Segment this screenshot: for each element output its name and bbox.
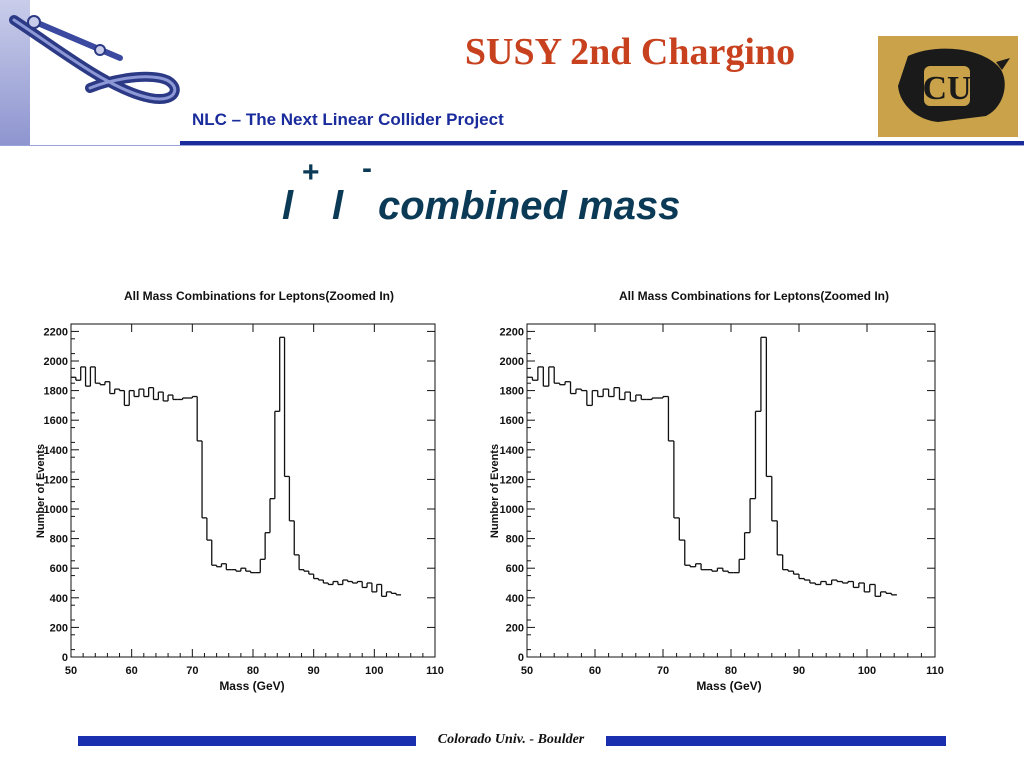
chart2-ytick-label: 1600 xyxy=(500,415,524,427)
chart1-xtick-label: 70 xyxy=(186,665,198,677)
chart2-ytick-label: 1400 xyxy=(500,445,524,457)
chart1-ytick-label: 2000 xyxy=(44,356,68,368)
chart2-ytick-label: 1800 xyxy=(500,386,524,398)
mass-histogram-right-svg: All Mass Combinations for Leptons(Zoomed… xyxy=(489,289,944,693)
chart2-ytick-label: 800 xyxy=(506,534,524,546)
header-rule xyxy=(180,141,1024,145)
chart2-xtick-label: 50 xyxy=(521,665,533,677)
header-rule-thin xyxy=(0,145,1024,146)
mass-histogram-right: All Mass Combinations for Leptons(Zoomed… xyxy=(484,276,954,700)
chart2-ytick-label: 1000 xyxy=(500,504,524,516)
chart2-xtick-label: 80 xyxy=(725,665,737,677)
slide-title: SUSY 2nd Chargino xyxy=(464,31,796,73)
chart1-ytick-label: 800 xyxy=(50,534,68,546)
nlc-logo-icon xyxy=(9,15,180,105)
chart2-ytick-label: 400 xyxy=(506,593,524,605)
chart2-ytick-label: 2000 xyxy=(500,356,524,368)
chart2-title: All Mass Combinations for Leptons(Zoomed… xyxy=(619,289,889,303)
chart2-xtick-label: 110 xyxy=(926,665,944,677)
chart1-xtick-label: 90 xyxy=(308,665,320,677)
chart1-ytick-label: 200 xyxy=(50,622,68,634)
chart2-ytick-label: 600 xyxy=(506,563,524,575)
slide-subtitle: NLC – The Next Linear Collider Project xyxy=(192,110,504,129)
chart2-ytick-label: 1200 xyxy=(500,474,524,486)
chart2-xtick-label: 70 xyxy=(657,665,669,677)
chart2-ytick-label: 0 xyxy=(518,652,524,664)
chart2-xtick-label: 100 xyxy=(858,665,876,677)
chart1-ytick-label: 1400 xyxy=(44,445,68,457)
cu-logo-icon: CU xyxy=(878,36,1018,137)
chart1-ytick-label: 1200 xyxy=(44,474,68,486)
heading-lepton-2: l xyxy=(332,184,344,228)
chart2-ytick-label: 200 xyxy=(506,622,524,634)
cu-logo-text: CU xyxy=(922,70,971,107)
chart1-ytick-label: 1000 xyxy=(44,504,68,516)
mass-histogram-left-svg: All Mass Combinations for Leptons(Zoomed… xyxy=(35,289,444,693)
chart2-xtick-label: 90 xyxy=(793,665,805,677)
chart1-ytick-label: 2200 xyxy=(44,326,68,338)
chart2-frame xyxy=(526,323,936,658)
chart2-ylabel: Number of Events xyxy=(489,444,501,538)
chart1-ytick-label: 600 xyxy=(50,563,68,575)
heading-minus: - xyxy=(362,152,372,185)
chart1-xtick-label: 80 xyxy=(247,665,259,677)
chart1-xtick-label: 110 xyxy=(426,665,444,677)
chart2-xtick-label: 60 xyxy=(589,665,601,677)
heading-text: combined mass xyxy=(378,184,681,228)
chart1-xtick-label: 50 xyxy=(65,665,77,677)
footer-bar-right xyxy=(606,736,946,746)
chart1-xtick-label: 60 xyxy=(126,665,138,677)
chart2-ytick-label: 2200 xyxy=(500,326,524,338)
heading-lepton-1: l xyxy=(282,184,294,228)
chart1-ytick-label: 0 xyxy=(62,652,68,664)
mass-histogram-left: All Mass Combinations for Leptons(Zoomed… xyxy=(26,276,458,700)
chart1-frame xyxy=(70,323,436,658)
chart1-xlabel: Mass (GeV) xyxy=(219,679,284,693)
footer-bar-left xyxy=(78,736,416,746)
chart1-ytick-label: 400 xyxy=(50,593,68,605)
heading-plus: + xyxy=(302,156,320,189)
section-heading: l + l - combined mass xyxy=(0,152,1024,240)
chart1-ytick-label: 1600 xyxy=(44,415,68,427)
chart1-ytick-label: 1800 xyxy=(44,386,68,398)
chart1-ylabel: Number of Events xyxy=(35,444,47,538)
chart2-xlabel: Mass (GeV) xyxy=(696,679,761,693)
footer-text: Colorado Univ. - Boulder xyxy=(437,732,585,747)
chart1-xtick-label: 100 xyxy=(365,665,383,677)
chart1-title: All Mass Combinations for Leptons(Zoomed… xyxy=(124,289,394,303)
